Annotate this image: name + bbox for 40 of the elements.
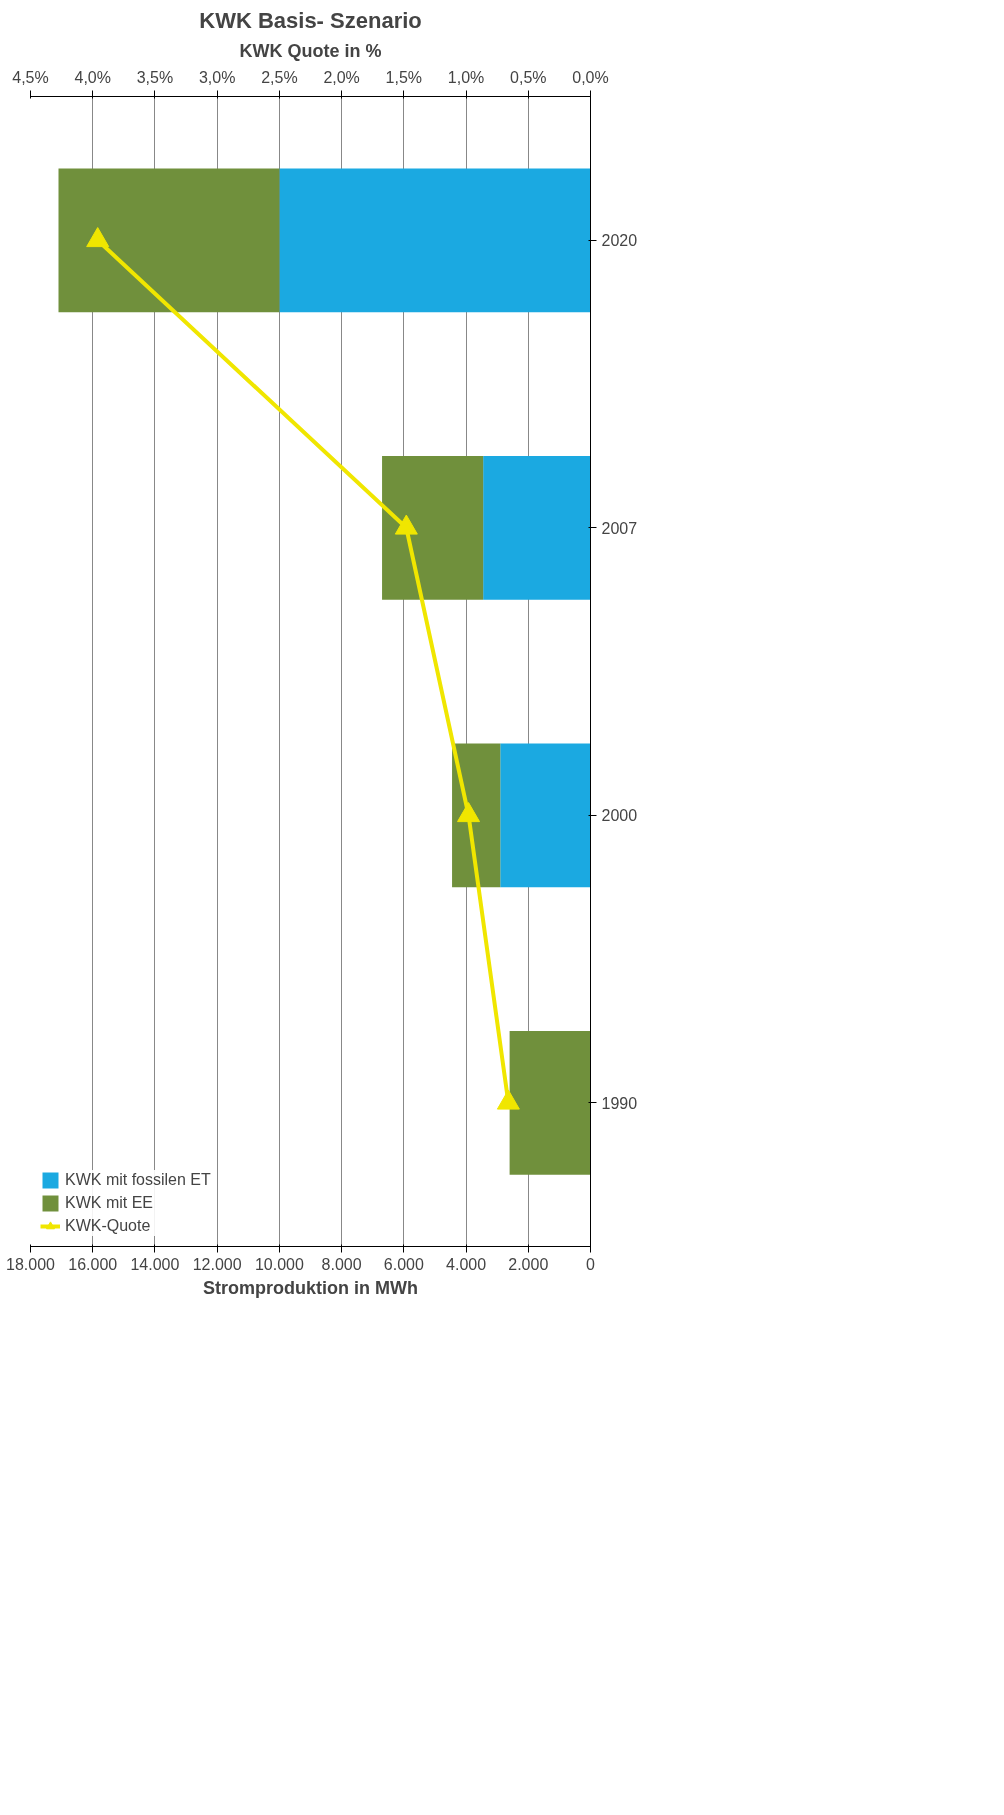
y-tick-label: 1990 <box>601 1094 638 1112</box>
legend-label: KWK mit fossilen ET <box>65 1171 211 1189</box>
x-tick-label: 2.000 <box>508 1255 549 1273</box>
x2-tick-label: 2,5% <box>261 68 298 86</box>
x2-tick-label: 0,0% <box>572 68 609 86</box>
bar <box>279 168 591 313</box>
x2-tick-label: 4,5% <box>12 68 49 86</box>
x-tick-label: 0 <box>586 1255 596 1273</box>
x-tick-label: 4.000 <box>446 1255 487 1273</box>
x2-axis-title: KWK Quote in % <box>239 40 382 61</box>
x-tick-label: 12.000 <box>192 1255 242 1273</box>
bar <box>509 1030 591 1175</box>
chart-title: KWK Basis- Szenario <box>199 7 422 33</box>
x-tick-label: 6.000 <box>383 1255 424 1273</box>
y-tick-label: 2000 <box>601 807 638 825</box>
point <box>496 1089 520 1110</box>
bar <box>500 743 591 888</box>
legend-label: KWK-Quote <box>65 1217 151 1235</box>
x-tick-label: 10.000 <box>254 1255 304 1273</box>
x-tick-label: 8.000 <box>321 1255 362 1273</box>
point <box>394 514 418 535</box>
y-tick-label: 2007 <box>601 519 638 537</box>
bar <box>483 455 591 600</box>
x-tick-label: 14.000 <box>130 1255 180 1273</box>
point <box>457 802 481 823</box>
x2-tick-label: 1,5% <box>385 68 423 86</box>
y-tick-label: 2020 <box>601 232 638 250</box>
bar <box>58 168 280 313</box>
x-tick-label: 18.000 <box>6 1255 56 1273</box>
x2-tick-label: 3,5% <box>136 68 174 86</box>
bar <box>382 455 484 600</box>
x2-tick-label: 3,0% <box>198 68 236 86</box>
x2-tick-label: 4,0% <box>74 68 111 86</box>
x2-tick-label: 1,0% <box>447 68 485 86</box>
point <box>86 227 110 248</box>
legend-label: KWK mit EE <box>65 1194 154 1212</box>
x-tick-label: 16.000 <box>68 1255 118 1273</box>
x2-tick-label: 0,5% <box>510 68 547 86</box>
x-axis-title: Stromproduktion in MWh <box>203 1277 418 1298</box>
x2-tick-label: 2,0% <box>323 68 360 86</box>
